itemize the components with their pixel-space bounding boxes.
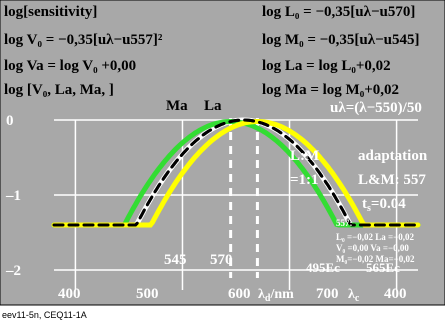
header-left-3: log Va = log V₀ +0,00	[4, 58, 136, 74]
x-axis-label: λd/nm	[258, 287, 294, 304]
y-tick-label: –2	[5, 263, 21, 279]
header-right-2: log M₀ = −0,35[uλ−u545]	[262, 32, 420, 48]
info-ts: ts=0.04	[362, 196, 406, 214]
header-right-1: log L₀ = −0,35[uλ−u570]	[262, 4, 415, 20]
marker-la-label: La	[204, 98, 222, 114]
marker-ma-label: Ma	[166, 98, 188, 114]
header-right-5: uλ=(λ−550)/50	[330, 100, 422, 116]
header-left-1: log[sensitivity]	[4, 4, 97, 20]
curve-group	[51, 117, 421, 228]
chart-panel	[0, 0, 445, 306]
info-ratio: =1:1	[290, 172, 319, 188]
grid-lines	[54, 119, 418, 290]
header-left-4: log [V₀, La, Ma, ]	[4, 82, 114, 98]
header-right-4: log Ma = log M₀+0,02	[262, 82, 399, 98]
x-axis-label-c: λc	[348, 287, 360, 304]
label-495ec: 495Ec	[306, 260, 340, 275]
header-left-2: log V₀ = −0,35[uλ−u557]²	[4, 32, 163, 48]
x-tick-label: 400	[58, 286, 81, 302]
x-tick-label: 400	[384, 286, 407, 302]
footer-code: eev11-5n, CEQ11-1A	[2, 310, 87, 320]
header-right-3: log La = log L₀+0,02	[262, 58, 391, 74]
y-tick-labels: 0 –1 –2	[5, 113, 21, 279]
x-tick-label: 500	[136, 286, 159, 302]
label-545: 545	[164, 252, 187, 268]
info-lm-label: L:M	[290, 148, 319, 164]
info-ref-wavelength: 557:	[336, 218, 353, 228]
curve-va	[54, 118, 418, 227]
label-565ec: 565Ec	[366, 260, 400, 275]
info-row-3: M₀=−0,02 Ma=−0,02	[336, 254, 415, 264]
label-570: 570	[210, 252, 233, 268]
x-tick-label: 600	[228, 286, 251, 302]
y-tick-label: 0	[6, 113, 14, 129]
reference-lines	[229, 118, 259, 278]
x-tick-label: 700	[316, 286, 339, 302]
x-tick-labels: 400 500 600 700 400	[58, 286, 407, 302]
y-tick-label: –1	[5, 188, 21, 204]
info-lm-value: L&M: 557	[358, 172, 426, 188]
info-row-1: L₀ =−0,02 La =−0,02	[336, 232, 414, 242]
info-row-2: V₀ =0,00 Va =−0,00	[336, 243, 409, 253]
info-adaptation-label: adaptation	[358, 148, 428, 164]
